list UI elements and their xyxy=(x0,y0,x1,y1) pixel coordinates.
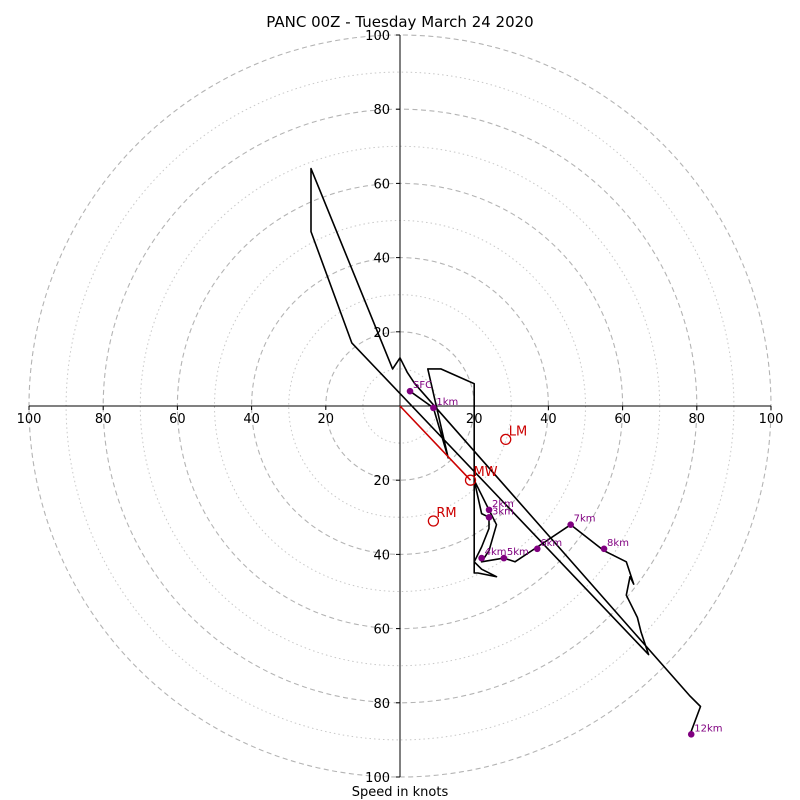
y-tick-label: 20 xyxy=(373,474,390,489)
x-tick-label: 80 xyxy=(95,412,112,427)
height-marker-dot xyxy=(687,731,695,738)
storm-motion-markers: LM MW RM xyxy=(427,424,527,527)
height-marker-dot xyxy=(485,506,493,514)
x-tick-label: 100 xyxy=(17,412,42,427)
height-marker-dot xyxy=(406,387,414,395)
height-marker-dot xyxy=(485,514,493,521)
height-marker-dot xyxy=(478,554,485,562)
x-tick-label: 80 xyxy=(689,412,706,427)
y-tick-label: 80 xyxy=(373,103,390,118)
storm-motion-marker xyxy=(500,433,512,446)
height-marker-label: 6km xyxy=(540,538,562,549)
height-marker-label: 3km xyxy=(492,506,514,517)
x-tick-label: 100 xyxy=(759,412,784,427)
height-marker-label: 12km xyxy=(694,723,722,734)
height-marker-dot xyxy=(500,554,508,562)
x-tick-label: 20 xyxy=(318,412,335,427)
y-tick-label: 20 xyxy=(373,326,390,341)
y-tick-label: 100 xyxy=(365,29,390,44)
storm-motion-marker xyxy=(427,515,440,527)
mean-wind-line xyxy=(399,405,472,481)
height-marker-label: 5km xyxy=(507,547,529,558)
y-tick-label: 60 xyxy=(373,623,390,638)
storm-motion-marker xyxy=(464,474,477,486)
x-tick-label: 60 xyxy=(614,412,631,427)
height-marker-label: 2km xyxy=(492,499,514,510)
height-marker-dot xyxy=(600,545,608,553)
y-tick-label: 100 xyxy=(365,771,390,786)
height-marker-label: 4km xyxy=(485,547,507,558)
y-tick-label: 60 xyxy=(373,177,390,192)
storm-motion-label: RM xyxy=(436,506,456,521)
height-marker-label: 7km xyxy=(574,514,596,525)
height-marker-label: 1km xyxy=(436,397,458,408)
y-tick-label: 40 xyxy=(373,548,390,563)
y-tick-label: 80 xyxy=(373,697,390,712)
tick-labels: 100 80 60 40 20 20 40 60 80 100100806040202040608… xyxy=(17,29,784,786)
height-marker-label: 8km xyxy=(607,538,629,549)
x-axis-label: Speed in knots xyxy=(352,785,449,800)
height-marker-dot xyxy=(430,404,437,412)
height-marker-label: SFC xyxy=(413,380,432,391)
y-tick-label: 40 xyxy=(373,252,390,267)
height-marker-dot xyxy=(533,545,541,553)
height-marker-dot xyxy=(567,521,574,529)
x-tick-label: 60 xyxy=(169,412,186,427)
storm-motion-label: MW xyxy=(473,465,497,480)
x-tick-label: 40 xyxy=(540,412,557,427)
x-tick-label: 40 xyxy=(243,412,260,427)
mean-wind-vector xyxy=(399,405,472,481)
chart-title: PANC 00Z - Tuesday March 24 2020 xyxy=(266,13,533,31)
storm-motion-label: LM xyxy=(509,424,527,439)
